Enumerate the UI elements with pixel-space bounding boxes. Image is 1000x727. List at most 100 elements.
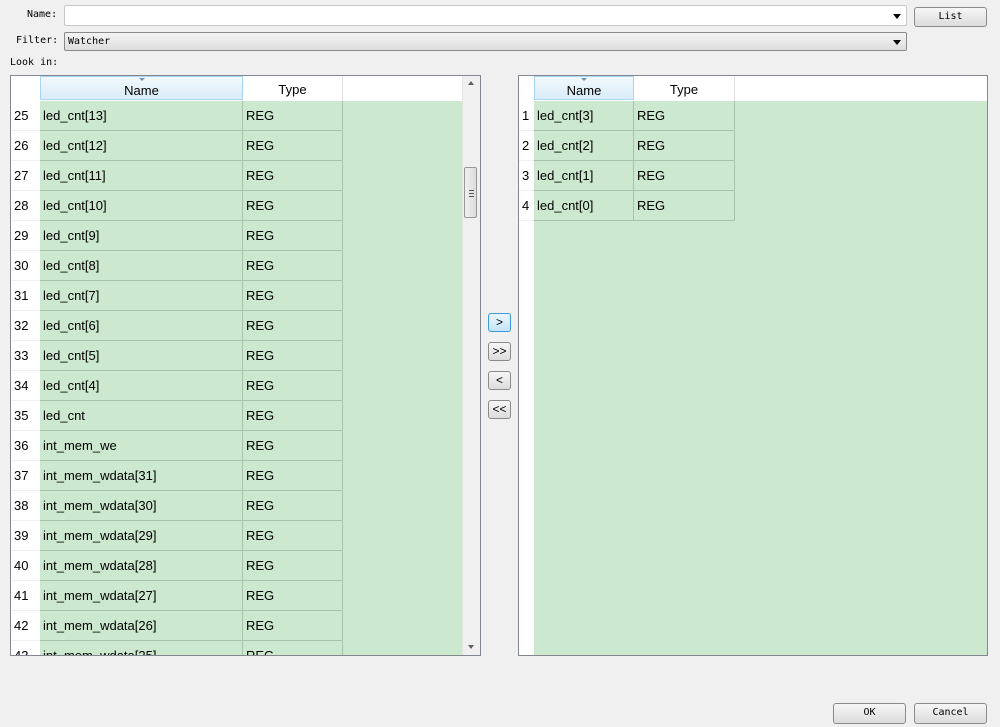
cell-name: int_mem_wdata[31] [40, 461, 243, 491]
chevron-down-icon [893, 39, 901, 45]
row-number: 26 [11, 131, 40, 161]
row-number: 3 [519, 161, 534, 191]
table-header: Name Type [11, 76, 480, 102]
cell-name: led_cnt [40, 401, 243, 431]
row-number: 29 [11, 221, 40, 251]
grip-icon [469, 190, 474, 197]
table-header: Name Type [519, 76, 987, 102]
remove-all-button[interactable]: << [488, 400, 511, 419]
cell-name: led_cnt[5] [40, 341, 243, 371]
table-row[interactable]: 38 int_mem_wdata[30] REG [11, 491, 463, 521]
cell-name: int_mem_wdata[28] [40, 551, 243, 581]
cell-name: int_mem_wdata[29] [40, 521, 243, 551]
table-row[interactable]: 3 led_cnt[1] REG [519, 161, 987, 191]
column-label: Name [566, 83, 602, 98]
add-all-button[interactable]: >> [488, 342, 511, 361]
row-number: 28 [11, 191, 40, 221]
cell-type: REG [243, 611, 343, 641]
cell-type: REG [243, 311, 343, 341]
table-row[interactable]: 4 led_cnt[0] REG [519, 191, 987, 221]
row-number-gutter [519, 221, 534, 655]
cell-name: led_cnt[10] [40, 191, 243, 221]
table-row[interactable]: 33 led_cnt[5] REG [11, 341, 463, 371]
row-number: 25 [11, 101, 40, 131]
cell-type: REG [243, 521, 343, 551]
table-row[interactable]: 29 led_cnt[9] REG [11, 221, 463, 251]
table-row[interactable]: 31 led_cnt[7] REG [11, 281, 463, 311]
selected-signals-table[interactable]: Name Type 1 led_cnt[3] REG 2 led_cnt[2] R… [518, 75, 988, 656]
row-number: 43 [11, 641, 40, 655]
add-button[interactable]: > [488, 313, 511, 332]
cell-type: REG [243, 371, 343, 401]
cell-name: led_cnt[6] [40, 311, 243, 341]
table-row[interactable]: 30 led_cnt[8] REG [11, 251, 463, 281]
column-header-type[interactable]: Type [634, 76, 735, 100]
row-number: 38 [11, 491, 40, 521]
ok-button[interactable]: OK [833, 703, 906, 724]
table-row[interactable]: 1 led_cnt[3] REG [519, 101, 987, 131]
cell-name: int_mem_wdata[30] [40, 491, 243, 521]
cell-name: led_cnt[1] [534, 161, 634, 191]
table-row[interactable]: 41 int_mem_wdata[27] REG [11, 581, 463, 611]
row-number: 34 [11, 371, 40, 401]
column-header-name[interactable]: Name [40, 76, 243, 100]
cell-type: REG [243, 431, 343, 461]
available-signals-table[interactable]: Name Type 25 led_cnt[13] REG 26 led_cnt[1… [10, 75, 481, 656]
filter-select[interactable]: Watcher [64, 32, 907, 51]
cell-type: REG [243, 491, 343, 521]
name-combobox[interactable] [64, 5, 907, 26]
column-label: Type [278, 82, 307, 97]
cell-type: REG [243, 551, 343, 581]
name-label: Name: [27, 9, 58, 20]
column-header-type[interactable]: Type [243, 76, 343, 100]
cell-type: REG [243, 461, 343, 491]
row-number: 33 [11, 341, 40, 371]
table-row[interactable]: 26 led_cnt[12] REG [11, 131, 463, 161]
scroll-thumb[interactable] [464, 167, 477, 218]
cell-type: REG [243, 161, 343, 191]
cell-type: REG [243, 131, 343, 161]
table-body: 25 led_cnt[13] REG 26 led_cnt[12] REG 27 l… [11, 101, 463, 655]
cell-type: REG [243, 191, 343, 221]
table-row[interactable]: 39 int_mem_wdata[29] REG [11, 521, 463, 551]
cell-type: REG [243, 251, 343, 281]
cell-name: int_mem_wdata[27] [40, 581, 243, 611]
table-row[interactable]: 27 led_cnt[11] REG [11, 161, 463, 191]
cancel-button[interactable]: Cancel [914, 703, 987, 724]
cell-type: REG [243, 281, 343, 311]
list-button[interactable]: List [914, 7, 987, 27]
row-number: 27 [11, 161, 40, 191]
table-body: 1 led_cnt[3] REG 2 led_cnt[2] REG 3 led_cn… [519, 101, 987, 655]
table-row[interactable]: 42 int_mem_wdata[26] REG [11, 611, 463, 641]
table-row[interactable]: 43 int_mem_wdata[25] REG [11, 641, 463, 655]
table-row[interactable]: 25 led_cnt[13] REG [11, 101, 463, 131]
table-row[interactable]: 36 int_mem_we REG [11, 431, 463, 461]
table-row[interactable]: 35 led_cnt REG [11, 401, 463, 431]
remove-button[interactable]: < [488, 371, 511, 390]
cell-name: int_mem_we [40, 431, 243, 461]
table-row[interactable]: 37 int_mem_wdata[31] REG [11, 461, 463, 491]
cell-type: REG [243, 641, 343, 655]
row-number: 39 [11, 521, 40, 551]
table-row[interactable]: 32 led_cnt[6] REG [11, 311, 463, 341]
table-row[interactable]: 40 int_mem_wdata[28] REG [11, 551, 463, 581]
cell-type: REG [243, 341, 343, 371]
table-row[interactable]: 2 led_cnt[2] REG [519, 131, 987, 161]
chevron-down-icon[interactable] [893, 13, 901, 19]
filter-label: Filter: [16, 35, 59, 46]
vertical-scrollbar[interactable] [462, 76, 480, 655]
filter-value: Watcher [68, 36, 111, 47]
cell-type: REG [243, 101, 343, 131]
scroll-down-icon[interactable] [468, 645, 474, 649]
table-row[interactable]: 28 led_cnt[10] REG [11, 191, 463, 221]
scroll-up-icon[interactable] [468, 81, 474, 85]
cell-name: led_cnt[3] [534, 101, 634, 131]
table-row[interactable]: 34 led_cnt[4] REG [11, 371, 463, 401]
cell-name: led_cnt[9] [40, 221, 243, 251]
cell-name: led_cnt[7] [40, 281, 243, 311]
column-header-name[interactable]: Name [534, 76, 634, 100]
row-number: 2 [519, 131, 534, 161]
cell-type: REG [243, 401, 343, 431]
row-number: 4 [519, 191, 534, 221]
column-label: Type [669, 82, 699, 97]
